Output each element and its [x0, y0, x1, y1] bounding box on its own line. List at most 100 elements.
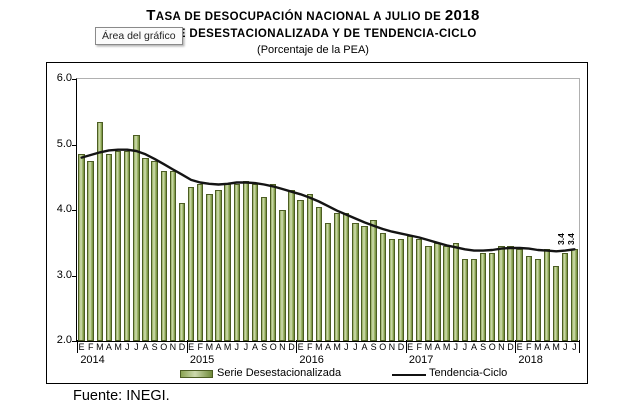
bar-26[interactable]	[306, 193, 313, 341]
bar-13[interactable]	[187, 187, 195, 341]
bar-18[interactable]	[233, 183, 240, 341]
bar-50[interactable]	[525, 255, 532, 341]
bar-44[interactable]	[470, 259, 478, 341]
bar-45[interactable]	[479, 252, 487, 341]
bar-1[interactable]	[78, 154, 85, 341]
month-label: N	[279, 342, 286, 352]
bar-46[interactable]	[489, 252, 496, 341]
year-separator-tick	[515, 340, 517, 353]
month-label: J	[134, 342, 139, 352]
y-tick-mark	[72, 210, 76, 211]
year-separator-tick	[186, 340, 188, 353]
bar-19[interactable]	[242, 180, 250, 341]
bar-35[interactable]	[388, 239, 396, 341]
bar-52[interactable]	[543, 249, 551, 341]
month-label: J	[234, 342, 239, 352]
bar-21[interactable]	[260, 196, 268, 341]
y-tick-mark	[72, 341, 76, 342]
legend-bar-label[interactable]: Serie Desestacionalizada	[217, 367, 342, 379]
bar-3[interactable]	[96, 121, 103, 341]
bar-7[interactable]	[133, 134, 140, 341]
bar-54[interactable]	[562, 252, 569, 341]
month-label: J	[563, 342, 568, 352]
bar-36[interactable]	[397, 239, 405, 341]
y-tick-label-3.0: 3.0	[56, 268, 72, 281]
month-label: A	[105, 342, 112, 352]
month-label: D	[507, 342, 514, 352]
month-label: M	[552, 342, 560, 352]
bar-12[interactable]	[178, 203, 186, 341]
bar-10[interactable]	[160, 170, 167, 341]
bar-53[interactable]	[552, 265, 560, 341]
bar-32[interactable]	[361, 226, 368, 341]
month-label: N	[498, 342, 505, 352]
month-label: F	[416, 342, 423, 352]
legend-line-label[interactable]: Tendencia-Ciclo	[429, 367, 508, 379]
month-label: E	[407, 342, 414, 352]
legend-bar-swatch[interactable]	[180, 370, 213, 378]
bar-8[interactable]	[142, 157, 149, 341]
bar-31[interactable]	[352, 223, 359, 341]
bar-15[interactable]	[206, 193, 213, 341]
bar-11[interactable]	[169, 170, 177, 341]
bar-14[interactable]	[197, 183, 204, 341]
month-label: F	[197, 342, 203, 352]
year-separator-tick	[296, 340, 298, 353]
legend-line-swatch[interactable]	[392, 374, 426, 376]
year-separator-tick	[77, 340, 78, 353]
bar-16[interactable]	[215, 190, 222, 341]
bar-28[interactable]	[324, 223, 332, 341]
bar-22[interactable]	[270, 183, 277, 341]
chart-area-tooltip: Área del gráfico	[95, 27, 183, 45]
y-axis: 6.0 5.0 4.0 3.0 2.0	[40, 72, 72, 346]
bar-40[interactable]	[434, 242, 441, 341]
source-note: Fuente: INEGI.	[73, 388, 170, 404]
year-separator-tick	[579, 340, 580, 353]
month-label: S	[480, 342, 487, 352]
bar-25[interactable]	[297, 200, 304, 341]
bar-5[interactable]	[114, 151, 122, 341]
bar-4[interactable]	[105, 154, 113, 341]
bar-9[interactable]	[151, 160, 158, 341]
bar-27[interactable]	[315, 206, 323, 341]
bar-6[interactable]	[124, 151, 131, 341]
bar-30[interactable]	[343, 213, 350, 341]
bar-41[interactable]	[443, 246, 450, 341]
month-label: M	[223, 342, 232, 352]
bar-43[interactable]	[461, 259, 469, 341]
year-label-2015: 2015	[189, 354, 215, 366]
bar-24[interactable]	[288, 190, 295, 341]
bar-48[interactable]	[507, 246, 514, 341]
bar-38[interactable]	[416, 239, 423, 341]
bar-20[interactable]	[251, 183, 259, 341]
bar-55[interactable]	[571, 249, 578, 341]
month-label: J	[453, 342, 459, 352]
month-label: F	[87, 342, 94, 352]
bar-23[interactable]	[279, 210, 286, 341]
bar-47[interactable]	[498, 246, 505, 341]
bar-39[interactable]	[425, 246, 432, 341]
plot-area[interactable]	[72, 78, 580, 342]
title-block: TASA DE DESOCUPACIÓN NACIONAL A JULIO DE…	[0, 7, 626, 58]
bar-37[interactable]	[406, 236, 414, 341]
month-label: S	[261, 342, 268, 352]
bar-49[interactable]	[516, 249, 523, 341]
month-label: D	[397, 342, 405, 352]
bar-51[interactable]	[534, 259, 542, 341]
month-label: A	[471, 342, 478, 352]
month-label: M	[442, 342, 451, 352]
bar-2[interactable]	[87, 160, 94, 341]
bar-34[interactable]	[379, 232, 386, 341]
x-axis-years: 2014 2015 2016 2017 2018	[77, 354, 579, 367]
month-label: A	[142, 342, 149, 352]
year-label-2018: 2018	[518, 354, 543, 366]
bar-17[interactable]	[224, 183, 231, 341]
bar-29[interactable]	[333, 213, 341, 341]
month-label: J	[344, 342, 349, 352]
bar-33[interactable]	[370, 219, 377, 341]
bar-42[interactable]	[452, 242, 459, 341]
title-caps: ASA DE DESOCUPACIÓN NACIONAL A JULIO DE	[155, 11, 445, 23]
month-label: M	[205, 342, 214, 352]
month-label: M	[333, 342, 341, 352]
